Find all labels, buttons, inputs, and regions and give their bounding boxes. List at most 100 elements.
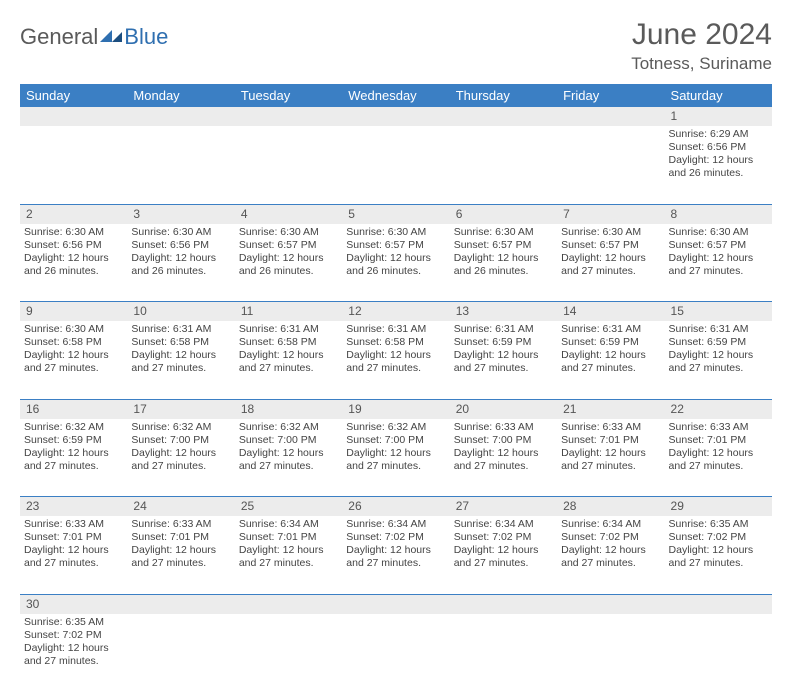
day-detail-row: Sunrise: 6:33 AMSunset: 7:01 PMDaylight:… <box>20 516 772 594</box>
sunset-text: Sunset: 7:01 PM <box>24 531 123 544</box>
daylight2-text: and 27 minutes. <box>561 265 660 278</box>
sunrise-text: Sunrise: 6:31 AM <box>239 323 338 336</box>
day-number-cell: 12 <box>342 302 449 322</box>
day-detail-cell: Sunrise: 6:32 AMSunset: 7:00 PMDaylight:… <box>127 419 234 497</box>
sunrise-text: Sunrise: 6:31 AM <box>561 323 660 336</box>
sunset-text: Sunset: 7:00 PM <box>454 434 553 447</box>
header: General Blue June 2024 Totness, Suriname <box>20 18 772 74</box>
day-number-cell: 21 <box>557 399 664 419</box>
day-number-cell <box>557 594 664 614</box>
weekday-header: Sunday <box>20 84 127 107</box>
day-detail-cell <box>557 614 664 692</box>
daylight1-text: Daylight: 12 hours <box>131 349 230 362</box>
day-detail-cell <box>127 126 234 204</box>
sunrise-text: Sunrise: 6:30 AM <box>561 226 660 239</box>
sunrise-text: Sunrise: 6:32 AM <box>24 421 123 434</box>
daylight1-text: Daylight: 12 hours <box>239 349 338 362</box>
daylight1-text: Daylight: 12 hours <box>24 544 123 557</box>
day-detail-cell: Sunrise: 6:35 AMSunset: 7:02 PMDaylight:… <box>665 516 772 594</box>
sunset-text: Sunset: 6:57 PM <box>669 239 768 252</box>
sunrise-text: Sunrise: 6:29 AM <box>669 128 768 141</box>
day-detail-cell: Sunrise: 6:31 AMSunset: 6:58 PMDaylight:… <box>127 321 234 399</box>
sunrise-text: Sunrise: 6:32 AM <box>346 421 445 434</box>
day-detail-cell: Sunrise: 6:33 AMSunset: 7:01 PMDaylight:… <box>557 419 664 497</box>
day-number-cell: 18 <box>235 399 342 419</box>
day-detail-cell: Sunrise: 6:31 AMSunset: 6:58 PMDaylight:… <box>342 321 449 399</box>
sunset-text: Sunset: 6:59 PM <box>669 336 768 349</box>
daylight1-text: Daylight: 12 hours <box>24 447 123 460</box>
day-detail-cell: Sunrise: 6:30 AMSunset: 6:57 PMDaylight:… <box>665 224 772 302</box>
sunrise-text: Sunrise: 6:30 AM <box>131 226 230 239</box>
sunset-text: Sunset: 6:57 PM <box>561 239 660 252</box>
day-number-row: 1 <box>20 107 772 126</box>
title-block: June 2024 Totness, Suriname <box>631 18 772 74</box>
daylight1-text: Daylight: 12 hours <box>454 252 553 265</box>
sunrise-text: Sunrise: 6:32 AM <box>131 421 230 434</box>
day-number-cell: 11 <box>235 302 342 322</box>
sunset-text: Sunset: 7:02 PM <box>561 531 660 544</box>
sunset-text: Sunset: 7:02 PM <box>454 531 553 544</box>
daylight2-text: and 27 minutes. <box>131 460 230 473</box>
day-number-cell: 8 <box>665 204 772 224</box>
day-detail-cell: Sunrise: 6:31 AMSunset: 6:58 PMDaylight:… <box>235 321 342 399</box>
daylight1-text: Daylight: 12 hours <box>24 252 123 265</box>
daylight2-text: and 27 minutes. <box>24 655 123 668</box>
daylight2-text: and 27 minutes. <box>239 460 338 473</box>
sunset-text: Sunset: 6:58 PM <box>24 336 123 349</box>
day-number-cell: 14 <box>557 302 664 322</box>
daylight1-text: Daylight: 12 hours <box>669 544 768 557</box>
daylight2-text: and 27 minutes. <box>24 460 123 473</box>
sunrise-text: Sunrise: 6:30 AM <box>346 226 445 239</box>
day-detail-row: Sunrise: 6:35 AMSunset: 7:02 PMDaylight:… <box>20 614 772 692</box>
day-number-cell <box>127 594 234 614</box>
day-detail-cell: Sunrise: 6:30 AMSunset: 6:57 PMDaylight:… <box>557 224 664 302</box>
daylight2-text: and 27 minutes. <box>561 362 660 375</box>
day-number-cell: 28 <box>557 497 664 517</box>
day-detail-cell: Sunrise: 6:32 AMSunset: 7:00 PMDaylight:… <box>235 419 342 497</box>
day-detail-cell <box>235 126 342 204</box>
daylight1-text: Daylight: 12 hours <box>346 544 445 557</box>
sunset-text: Sunset: 6:56 PM <box>24 239 123 252</box>
weekday-header: Monday <box>127 84 234 107</box>
daylight2-text: and 26 minutes. <box>239 265 338 278</box>
brand-part2: Blue <box>124 24 168 50</box>
sunrise-text: Sunrise: 6:32 AM <box>239 421 338 434</box>
day-detail-cell <box>450 614 557 692</box>
day-number-row: 2345678 <box>20 204 772 224</box>
day-number-cell <box>450 107 557 126</box>
day-detail-cell <box>557 126 664 204</box>
calendar-table: Sunday Monday Tuesday Wednesday Thursday… <box>20 84 772 692</box>
location: Totness, Suriname <box>631 54 772 74</box>
sunset-text: Sunset: 7:00 PM <box>346 434 445 447</box>
day-number-cell: 7 <box>557 204 664 224</box>
sunset-text: Sunset: 6:58 PM <box>239 336 338 349</box>
day-number-cell: 26 <box>342 497 449 517</box>
day-number-cell: 6 <box>450 204 557 224</box>
daylight2-text: and 27 minutes. <box>24 557 123 570</box>
daylight2-text: and 27 minutes. <box>346 460 445 473</box>
day-number-cell <box>235 594 342 614</box>
sunrise-text: Sunrise: 6:33 AM <box>131 518 230 531</box>
daylight1-text: Daylight: 12 hours <box>24 349 123 362</box>
day-number-cell: 19 <box>342 399 449 419</box>
sunrise-text: Sunrise: 6:35 AM <box>24 616 123 629</box>
day-number-cell: 29 <box>665 497 772 517</box>
daylight2-text: and 26 minutes. <box>669 167 768 180</box>
sunset-text: Sunset: 7:01 PM <box>669 434 768 447</box>
weekday-header: Friday <box>557 84 664 107</box>
day-number-cell: 13 <box>450 302 557 322</box>
day-detail-cell: Sunrise: 6:34 AMSunset: 7:02 PMDaylight:… <box>342 516 449 594</box>
sunrise-text: Sunrise: 6:34 AM <box>561 518 660 531</box>
sunset-text: Sunset: 7:02 PM <box>669 531 768 544</box>
day-detail-cell: Sunrise: 6:33 AMSunset: 7:01 PMDaylight:… <box>127 516 234 594</box>
weekday-header: Wednesday <box>342 84 449 107</box>
daylight2-text: and 27 minutes. <box>669 460 768 473</box>
sunset-text: Sunset: 6:58 PM <box>346 336 445 349</box>
sunset-text: Sunset: 6:57 PM <box>454 239 553 252</box>
day-number-cell <box>342 594 449 614</box>
sunrise-text: Sunrise: 6:33 AM <box>24 518 123 531</box>
sunrise-text: Sunrise: 6:34 AM <box>454 518 553 531</box>
day-detail-cell: Sunrise: 6:31 AMSunset: 6:59 PMDaylight:… <box>665 321 772 399</box>
sunset-text: Sunset: 7:01 PM <box>239 531 338 544</box>
sunrise-text: Sunrise: 6:34 AM <box>239 518 338 531</box>
